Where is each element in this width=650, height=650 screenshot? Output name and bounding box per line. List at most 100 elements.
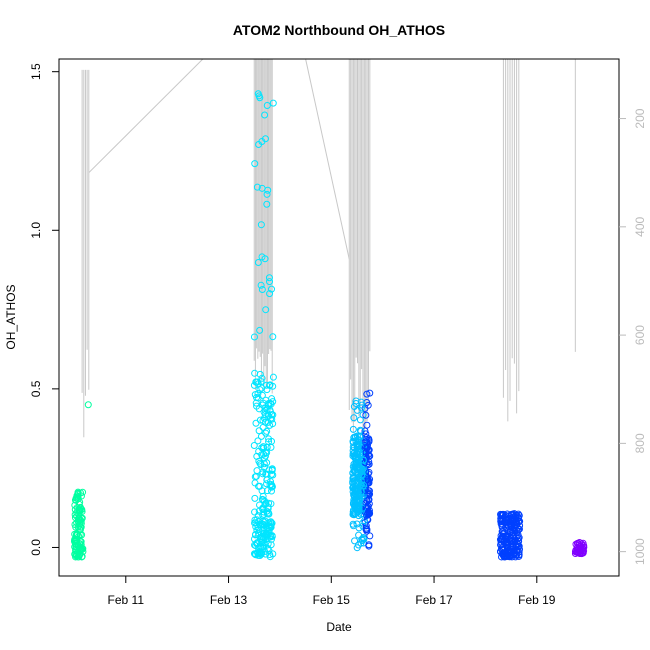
data-point bbox=[253, 402, 261, 410]
x-axis-label: Date bbox=[326, 620, 352, 634]
data-point bbox=[251, 494, 259, 502]
data-point bbox=[360, 481, 368, 489]
data-point bbox=[353, 464, 361, 472]
x-tick-label: Feb 15 bbox=[313, 593, 351, 607]
data-point bbox=[509, 542, 517, 550]
data-point bbox=[253, 183, 261, 191]
data-point bbox=[365, 496, 373, 504]
data-point bbox=[349, 479, 357, 487]
data-point bbox=[250, 441, 258, 449]
data-point bbox=[259, 520, 267, 528]
data-point bbox=[77, 517, 85, 525]
data-point bbox=[251, 516, 259, 524]
data-point bbox=[251, 519, 259, 527]
data-point bbox=[268, 411, 276, 419]
altitude-layer bbox=[81, 58, 576, 447]
data-point bbox=[355, 524, 363, 532]
data-point bbox=[269, 333, 277, 341]
data-point bbox=[256, 386, 264, 394]
data-point bbox=[496, 536, 504, 544]
data-point bbox=[500, 518, 508, 526]
data-point bbox=[259, 416, 267, 424]
data-point bbox=[511, 526, 519, 534]
data-point bbox=[72, 543, 80, 551]
data-point bbox=[365, 446, 373, 454]
data-point bbox=[256, 326, 264, 334]
data-point bbox=[268, 466, 276, 474]
y2-axis: 200 400 600 800 1000 bbox=[619, 108, 647, 565]
data-point bbox=[498, 553, 506, 561]
data-point bbox=[75, 552, 83, 560]
data-point bbox=[254, 437, 262, 445]
data-point bbox=[255, 457, 263, 465]
data-point bbox=[358, 510, 366, 518]
y-axis-label: OH_ATHOS bbox=[4, 284, 18, 349]
data-point bbox=[73, 551, 81, 559]
data-point bbox=[71, 501, 79, 509]
data-point bbox=[362, 430, 370, 438]
data-point bbox=[265, 499, 273, 507]
data-point bbox=[262, 550, 270, 558]
data-point bbox=[267, 518, 275, 526]
data-point bbox=[349, 520, 357, 528]
data-point bbox=[349, 425, 357, 433]
y-tick-label: 0.5 bbox=[29, 380, 43, 397]
data-point bbox=[354, 450, 362, 458]
data-point bbox=[263, 102, 271, 110]
data-point bbox=[350, 414, 358, 422]
data-point bbox=[361, 438, 369, 446]
data-point bbox=[257, 221, 265, 229]
data-point bbox=[261, 407, 269, 415]
data-point bbox=[506, 551, 514, 559]
x-axis: Feb 11 Feb 13 Feb 15 Feb 17 Feb 19 bbox=[108, 576, 556, 607]
data-point bbox=[573, 548, 581, 556]
data-point bbox=[502, 511, 510, 519]
data-point bbox=[267, 500, 275, 508]
data-point bbox=[269, 373, 277, 381]
x-tick-label: Feb 19 bbox=[518, 593, 556, 607]
y2-tick-label: 200 bbox=[633, 108, 647, 128]
data-point bbox=[265, 274, 273, 282]
data-point bbox=[258, 374, 266, 382]
data-point bbox=[250, 381, 258, 389]
data-point bbox=[515, 514, 523, 522]
data-point bbox=[266, 278, 274, 286]
data-point bbox=[351, 537, 359, 545]
data-point bbox=[358, 401, 366, 409]
data-point bbox=[256, 370, 264, 378]
data-point bbox=[251, 550, 259, 558]
data-point bbox=[503, 532, 511, 540]
data-point bbox=[261, 111, 269, 119]
data-point bbox=[497, 510, 505, 518]
data-point bbox=[267, 487, 275, 495]
data-point bbox=[257, 533, 265, 541]
y2-tick-label: 1000 bbox=[633, 538, 647, 565]
data-point bbox=[263, 443, 271, 451]
data-point bbox=[251, 160, 259, 168]
data-point bbox=[250, 333, 258, 341]
data-point bbox=[253, 467, 261, 475]
data-point bbox=[258, 487, 266, 495]
y-tick-label: 1.0 bbox=[29, 222, 43, 239]
data-point bbox=[511, 515, 519, 523]
data-point bbox=[352, 460, 360, 468]
data-point bbox=[261, 410, 269, 418]
data-point bbox=[498, 528, 506, 536]
data-point bbox=[254, 389, 262, 397]
data-point bbox=[266, 381, 274, 389]
data-point bbox=[254, 394, 262, 402]
data-point bbox=[263, 476, 271, 484]
data-point bbox=[71, 506, 79, 514]
x-tick-label: Feb 13 bbox=[210, 593, 248, 607]
data-point bbox=[258, 184, 266, 192]
data-point bbox=[355, 440, 363, 448]
data-point bbox=[350, 403, 358, 411]
data-point bbox=[357, 488, 365, 496]
data-point bbox=[74, 495, 82, 503]
data-point bbox=[512, 534, 520, 542]
data-point bbox=[263, 190, 271, 198]
altitude-transit-line bbox=[88, 58, 204, 174]
data-point bbox=[365, 506, 373, 514]
data-point bbox=[78, 514, 86, 522]
data-point bbox=[359, 456, 367, 464]
